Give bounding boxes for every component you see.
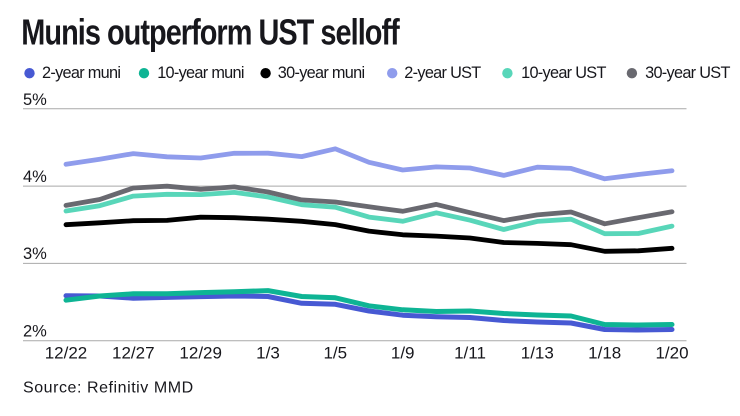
svg-text:Munis outperform UST selloff: Munis outperform UST selloff xyxy=(21,11,400,52)
svg-text:3%: 3% xyxy=(23,245,47,263)
svg-text:1/9: 1/9 xyxy=(391,344,415,363)
svg-text:12/29: 12/29 xyxy=(179,344,222,363)
svg-text:10-year UST: 10-year UST xyxy=(521,64,606,82)
svg-text:2%: 2% xyxy=(23,322,47,340)
svg-text:1/3: 1/3 xyxy=(256,344,280,363)
svg-text:5%: 5% xyxy=(23,91,47,109)
svg-text:1/13: 1/13 xyxy=(521,344,554,363)
svg-text:12/27: 12/27 xyxy=(112,344,155,363)
svg-text:1/11: 1/11 xyxy=(454,344,486,363)
svg-text:4%: 4% xyxy=(23,168,47,186)
svg-text:30-year muni: 30-year muni xyxy=(278,64,365,82)
svg-text:2-year UST: 2-year UST xyxy=(404,64,481,82)
svg-text:1/5: 1/5 xyxy=(323,344,347,363)
svg-text:1/18: 1/18 xyxy=(588,344,621,363)
svg-text:12/22: 12/22 xyxy=(45,344,88,363)
svg-text:30-year UST: 30-year UST xyxy=(645,64,730,82)
svg-text:2-year muni: 2-year muni xyxy=(42,64,120,82)
svg-text:10-year muni: 10-year muni xyxy=(157,64,244,82)
svg-text:Source: Refinitiv MMD: Source: Refinitiv MMD xyxy=(23,379,194,396)
svg-text:1/20: 1/20 xyxy=(655,344,688,363)
